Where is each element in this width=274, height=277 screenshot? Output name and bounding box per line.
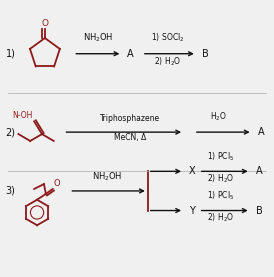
Text: NH$_2$OH: NH$_2$OH [92, 171, 123, 183]
Text: B: B [202, 49, 209, 59]
Text: 3): 3) [6, 186, 16, 196]
Text: NH$_2$OH: NH$_2$OH [82, 31, 113, 44]
Text: A: A [127, 49, 134, 59]
Text: MeCN, Δ: MeCN, Δ [114, 133, 146, 142]
Text: X: X [189, 166, 196, 176]
Text: 1) SOCl$_2$: 1) SOCl$_2$ [151, 31, 184, 44]
Text: 1) PCl$_5$: 1) PCl$_5$ [207, 189, 234, 202]
Text: 1) PCl$_5$: 1) PCl$_5$ [207, 150, 234, 163]
Text: A: A [256, 166, 262, 176]
Text: 2) H$_2$O: 2) H$_2$O [154, 56, 181, 68]
Text: H$_2$O: H$_2$O [210, 111, 227, 123]
Text: O: O [54, 179, 60, 188]
Text: 1): 1) [6, 49, 16, 59]
Text: Y: Y [189, 206, 195, 216]
Text: B: B [256, 206, 262, 216]
Text: 2): 2) [6, 127, 16, 137]
Text: N-OH: N-OH [12, 111, 32, 120]
Text: 2) H$_2$O: 2) H$_2$O [207, 172, 234, 185]
Text: O: O [41, 19, 48, 28]
Text: A: A [258, 127, 264, 137]
Text: 2) H$_2$O: 2) H$_2$O [207, 212, 234, 224]
Text: Triphosphazene: Triphosphazene [100, 114, 160, 123]
